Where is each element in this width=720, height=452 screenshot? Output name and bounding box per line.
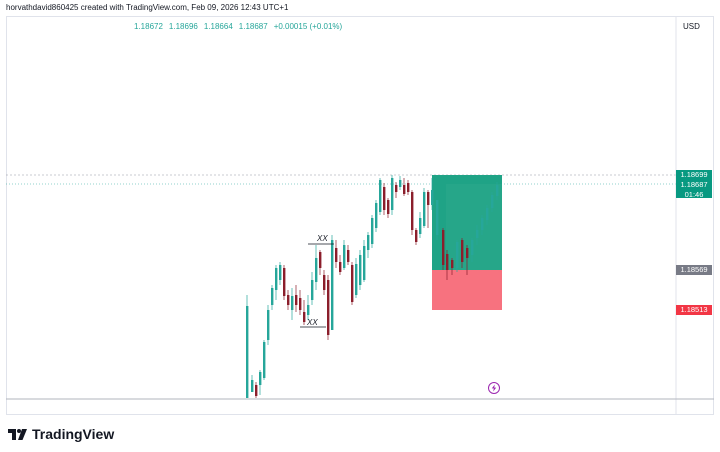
- current-price-value: 1.18687: [680, 180, 708, 189]
- candle-body: [403, 185, 406, 194]
- target-price-tag: 1.18699: [676, 170, 712, 180]
- ohlc-low: 1.18664: [203, 22, 233, 31]
- candle-body: [359, 255, 362, 285]
- candle-body: [251, 380, 254, 392]
- candle-body: [331, 240, 334, 330]
- candle-body: [419, 218, 422, 234]
- candle-body: [271, 288, 274, 305]
- candle-body: [355, 264, 358, 295]
- candle-body: [303, 312, 306, 322]
- candle-body: [471, 240, 474, 255]
- candle-body: [327, 280, 330, 335]
- currency-label[interactable]: USD: [683, 22, 700, 31]
- ohlc-open: 1.18672: [134, 22, 163, 31]
- candle-body: [319, 252, 322, 268]
- candle-body: [311, 280, 314, 300]
- candle-body: [275, 268, 278, 290]
- candle-body: [436, 200, 439, 235]
- upper-annotation-label: XX: [316, 234, 328, 243]
- candle-body: [379, 180, 382, 212]
- candle-body: [427, 192, 430, 205]
- candle-body: [442, 230, 445, 265]
- countdown-value: 01:46: [684, 190, 704, 199]
- candle-body: [291, 296, 294, 310]
- candle-body: [451, 260, 454, 268]
- candle-body: [367, 235, 370, 250]
- candle-body: [343, 245, 346, 268]
- current-price-tag: 1.18687 01:46: [676, 180, 712, 199]
- header-credit: horvathdavid860425 created with TradingV…: [6, 3, 289, 12]
- candle-body: [371, 218, 374, 244]
- candle-body: [399, 180, 402, 187]
- chart-pane[interactable]: [6, 16, 714, 415]
- candle-body: [446, 254, 449, 270]
- candle-body: [395, 185, 398, 192]
- candle-body: [267, 310, 270, 340]
- ohlc-high: 1.18696: [168, 22, 198, 31]
- candle-body: [415, 230, 418, 242]
- candle-body: [363, 246, 366, 280]
- candle-body: [283, 268, 286, 296]
- candle-body: [481, 218, 484, 230]
- tradingview-brand[interactable]: TradingView: [8, 426, 114, 442]
- lightning-icon[interactable]: [488, 382, 500, 394]
- candle-body: [339, 262, 342, 272]
- candle-body: [476, 230, 479, 238]
- candle-body: [335, 248, 338, 262]
- candle-body: [315, 258, 318, 282]
- ohlc-change: +0.00015 (+0.01%): [273, 22, 343, 31]
- candle-body: [456, 242, 459, 268]
- candle-body: [299, 298, 302, 310]
- candle-body: [351, 265, 354, 302]
- ohlc-close: 1.18687: [238, 22, 268, 31]
- profit-zone-inner: [446, 184, 502, 270]
- candle-body: [259, 372, 262, 385]
- lower-annotation-label: XX: [306, 318, 318, 327]
- candle-body: [295, 295, 298, 305]
- candle-body: [486, 208, 489, 220]
- candle-body: [407, 183, 410, 192]
- loss-zone: [432, 270, 502, 310]
- tradingview-logo-icon: [8, 428, 27, 440]
- candle-body: [387, 200, 390, 214]
- candle-body: [347, 250, 350, 262]
- candle-body: [496, 185, 499, 196]
- candle-body: [287, 295, 290, 305]
- candle-body: [491, 195, 494, 208]
- candle-body: [307, 305, 310, 315]
- entry-price-tag: 1.18569: [676, 265, 712, 275]
- candle-body: [423, 192, 426, 226]
- brand-name: TradingView: [32, 426, 115, 442]
- candle-body: [391, 178, 394, 210]
- candle-body: [246, 306, 249, 398]
- candle-body: [323, 275, 326, 290]
- candle-body: [383, 187, 386, 210]
- ohlc-readout: 1.18672 1.18696 1.18664 1.18687 +0.00015 (+0…: [134, 22, 348, 31]
- candle-body: [279, 265, 282, 280]
- candle-body: [431, 190, 434, 205]
- candle-body: [466, 248, 469, 258]
- candle-body: [263, 342, 266, 378]
- candle-body: [255, 385, 258, 396]
- candle-body: [411, 192, 414, 230]
- stop-price-tag: 1.18513: [676, 305, 712, 315]
- candle-body: [461, 240, 464, 262]
- candle-body: [375, 203, 378, 228]
- candles-group: [246, 175, 499, 398]
